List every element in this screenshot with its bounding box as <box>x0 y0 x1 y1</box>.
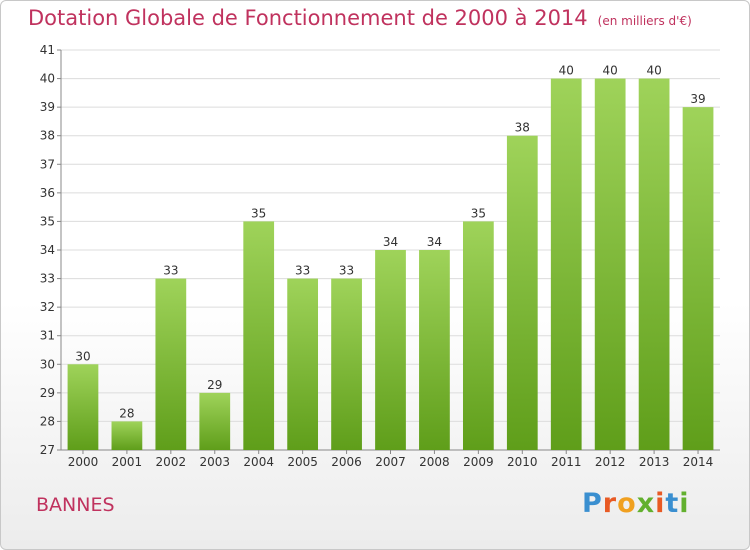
value-label-2006: 33 <box>339 264 354 278</box>
y-tick-label: 29 <box>40 386 55 400</box>
x-tick-label-2012: 2012 <box>595 455 626 469</box>
x-tick-label-2001: 2001 <box>112 455 143 469</box>
bars: 30 28 33 29 35 33 33 34 34 35 38 40 40 40 39 <box>67 64 714 451</box>
proxiti-logo[interactable]: Proxiti <box>582 488 690 519</box>
x-tick-label-2002: 2002 <box>156 455 187 469</box>
value-label-2012: 40 <box>603 64 618 78</box>
x-tick-label-2009: 2009 <box>463 455 494 469</box>
y-tick-label: 40 <box>40 72 55 86</box>
y-tick-label: 30 <box>40 357 55 371</box>
y-tick-label: 34 <box>40 243 55 257</box>
value-label-2008: 34 <box>427 235 442 249</box>
value-label-2011: 40 <box>559 64 574 78</box>
bar-2011 <box>550 78 582 451</box>
y-tick-label: 38 <box>40 129 55 143</box>
chart-title-text: Dotation Globale de Fonctionnement de 20… <box>28 6 588 30</box>
y-tick-label: 37 <box>40 157 55 171</box>
bar-2001 <box>111 421 143 450</box>
x-tick-label-2005: 2005 <box>287 455 318 469</box>
y-tick-label: 39 <box>40 100 55 114</box>
value-label-2010: 38 <box>515 121 530 135</box>
chart-title: Dotation Globale de Fonctionnement de 20… <box>28 6 692 30</box>
value-label-2001: 28 <box>119 406 134 420</box>
value-label-2009: 35 <box>471 206 486 220</box>
bar-2006 <box>331 278 362 450</box>
bar-2000 <box>67 364 99 450</box>
value-label-2002: 33 <box>163 264 178 278</box>
y-tick-label: 27 <box>40 443 55 457</box>
bar-2013 <box>638 78 670 451</box>
value-label-2004: 35 <box>251 206 266 220</box>
y-tick-label: 33 <box>40 272 55 286</box>
bar-2014 <box>682 107 714 451</box>
x-tick-label-2006: 2006 <box>331 455 362 469</box>
x-tick-label-2011: 2011 <box>551 455 582 469</box>
axes: 27 28 29 30 31 32 33 34 35 36 37 38 39 40 41 2000 2001 20… <box>40 43 720 469</box>
value-label-2013: 40 <box>646 64 661 78</box>
bar-2002 <box>155 278 187 450</box>
bar-2008 <box>419 250 450 450</box>
x-tick-label-2003: 2003 <box>199 455 230 469</box>
y-tick-label: 32 <box>40 300 55 314</box>
chart-subtitle: (en milliers d'€) <box>597 14 692 28</box>
y-tick-label: 31 <box>40 329 55 343</box>
bar-2003 <box>199 392 231 450</box>
x-tick-label-2008: 2008 <box>419 455 450 469</box>
x-tick-label-2010: 2010 <box>507 455 538 469</box>
bar-2009 <box>462 221 494 450</box>
city-name: BANNES <box>36 494 115 516</box>
x-tick-label-2000: 2000 <box>68 455 99 469</box>
value-label-2007: 34 <box>383 235 398 249</box>
y-tick-label: 36 <box>40 186 55 200</box>
x-tick-label-2013: 2013 <box>639 455 670 469</box>
bar-2012 <box>594 78 626 451</box>
x-tick-label-2004: 2004 <box>243 455 274 469</box>
x-tick-label-2007: 2007 <box>375 455 406 469</box>
bar-2010 <box>506 135 538 450</box>
bar-2005 <box>287 278 319 450</box>
y-tick-label: 28 <box>40 414 55 428</box>
value-label-2005: 33 <box>295 264 310 278</box>
value-label-2003: 29 <box>207 378 222 392</box>
y-tick-label: 35 <box>40 214 55 228</box>
bar-2004 <box>243 221 275 450</box>
y-tick-label: 41 <box>40 43 55 57</box>
value-label-2000: 30 <box>75 349 90 363</box>
value-label-2014: 39 <box>690 92 705 106</box>
bar-2007 <box>375 250 406 450</box>
x-tick-label-2014: 2014 <box>683 455 714 469</box>
